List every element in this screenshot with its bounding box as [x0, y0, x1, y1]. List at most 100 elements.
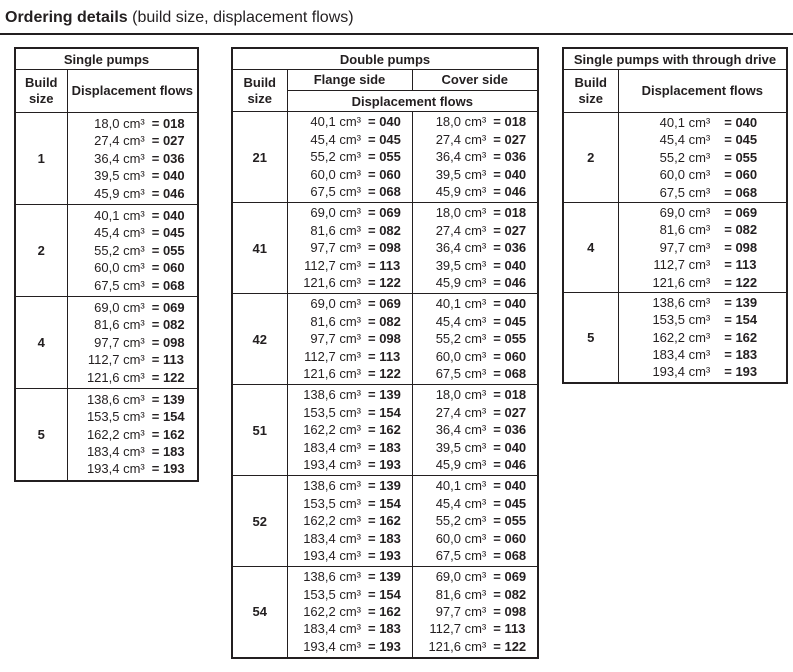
displacement-value: 162,2 cm³	[86, 426, 145, 442]
flow-line: 39,5 cm³ = 040	[412, 257, 537, 274]
order-code: = 018	[493, 114, 527, 130]
table-row: 2 40,1 cm³ = 040 45,4 cm³ = 045 55,2 cm³ = 055…	[14, 204, 199, 297]
build-size-cell: 51	[231, 384, 288, 476]
displacement-value: 69,0 cm³	[94, 299, 145, 315]
displacement-value: 18,0 cm³	[435, 205, 487, 221]
col-header-displacement-flows: Displacement flows	[66, 69, 199, 113]
flow-list: 138,6 cm³ = 139 153,5 cm³ = 154 162,2 cm³ = 1…	[68, 391, 198, 478]
order-code: = 036	[493, 422, 527, 438]
flow-line: 112,7 cm³ = 113	[412, 620, 537, 637]
displacement-value: 45,4 cm³	[435, 495, 487, 511]
order-code: = 045	[151, 225, 185, 241]
displacement-value: 60,0 cm³	[659, 167, 711, 183]
flows-flows-cell: 138,6 cm³ = 139 153,5 cm³ = 154 162,2 cm³ = 1…	[66, 388, 199, 481]
order-code: = 082	[151, 317, 185, 333]
displacement-value: 193,4 cm³	[303, 638, 361, 654]
order-code: = 055	[368, 149, 401, 165]
flange-flows-cell: 138,6 cm³ = 139 153,5 cm³ = 154 162,2 cm³ = 1…	[286, 566, 413, 658]
displacement-value: 97,7 cm³	[94, 334, 145, 350]
order-code: = 098	[151, 334, 185, 350]
flow-line: 18,0 cm³ = 018	[412, 204, 537, 221]
displacement-value: 45,9 cm³	[435, 275, 487, 291]
displacement-value: 40,1 cm³	[435, 296, 487, 312]
flow-line: 183,4 cm³ = 183	[69, 443, 196, 460]
order-code: = 060	[493, 348, 527, 364]
flow-line: 60,0 cm³ = 060	[636, 166, 768, 183]
order-code: = 154	[368, 495, 401, 511]
col-header-build-size: Build size	[231, 69, 288, 112]
flow-list: 69,0 cm³ = 069 81,6 cm³ = 082 97,7 cm³ = 098 1…	[288, 295, 412, 382]
order-code: = 060	[493, 530, 527, 546]
flow-line: 121,6 cm³ = 122	[69, 369, 196, 386]
build-size-cell: 54	[231, 566, 288, 658]
order-code: = 046	[493, 184, 527, 200]
order-code: = 139	[724, 294, 758, 310]
col-header-build-size: Build size	[562, 69, 619, 113]
flow-line: 60,0 cm³ = 060	[287, 166, 412, 183]
table-row: 51 138,6 cm³ = 139 153,5 cm³ = 154 162,2 cm³ =…	[231, 384, 539, 476]
single-pumps-title-row: Single pumps	[14, 47, 199, 70]
flows-flows-cell: 69,0 cm³ = 069 81,6 cm³ = 082 97,7 cm³ = 098 1…	[66, 296, 199, 389]
displacement-value: 18,0 cm³	[435, 387, 487, 403]
order-code: = 018	[151, 115, 185, 131]
flow-line: 55,2 cm³ = 055	[287, 148, 412, 165]
order-code: = 162	[368, 513, 401, 529]
displacement-value: 121,6 cm³	[303, 275, 361, 291]
order-code: = 069	[493, 569, 527, 585]
displacement-value: 55,2 cm³	[94, 242, 145, 258]
order-code: = 040	[493, 296, 527, 312]
cover-flows-cell: 40,1 cm³ = 040 45,4 cm³ = 045 55,2 cm³ = 055 6…	[411, 475, 539, 567]
order-code: = 193	[151, 461, 185, 477]
order-code: = 060	[368, 166, 401, 182]
table-row: 4 69,0 cm³ = 069 81,6 cm³ = 082 97,7 cm³ = 098…	[14, 296, 199, 389]
flow-line: 39,5 cm³ = 040	[69, 167, 196, 184]
order-code: = 040	[368, 114, 401, 130]
flow-list: 138,6 cm³ = 139 153,5 cm³ = 154 162,2 cm³ = 1…	[619, 294, 787, 381]
order-code: = 139	[368, 387, 401, 403]
flow-line: 112,7 cm³ = 113	[69, 351, 196, 368]
order-code: = 183	[368, 439, 401, 455]
single-pumps-table: Single pumps Build size Displacement flo…	[14, 47, 200, 482]
single-pumps-header-row: Build size Displacement flows	[14, 69, 199, 113]
order-code: = 193	[368, 548, 401, 564]
order-code: = 027	[493, 404, 527, 420]
flow-line: 18,0 cm³ = 018	[412, 386, 537, 403]
displacement-value: 81,6 cm³	[310, 222, 361, 238]
cover-flows-cell: 40,1 cm³ = 040 45,4 cm³ = 045 55,2 cm³ = 055 6…	[411, 293, 539, 385]
flow-line: 193,4 cm³ = 193	[69, 460, 196, 477]
displacement-value: 45,4 cm³	[659, 132, 711, 148]
order-code: = 055	[493, 331, 527, 347]
displacement-value: 138,6 cm³	[652, 294, 711, 310]
order-code: = 040	[493, 257, 527, 273]
order-code: = 154	[368, 586, 401, 602]
flow-line: 138,6 cm³ = 139	[287, 386, 412, 403]
displacement-value: 60,0 cm³	[435, 348, 487, 364]
build-size-cell: 4	[14, 296, 68, 389]
build-size-cell: 21	[231, 111, 288, 203]
flow-line: 193,4 cm³ = 193	[636, 363, 768, 380]
flow-list: 40,1 cm³ = 040 45,4 cm³ = 045 55,2 cm³ = 055 6…	[619, 114, 787, 201]
build-size-cell: 1	[14, 112, 68, 205]
flow-line: 69,0 cm³ = 069	[287, 204, 412, 221]
order-code: = 055	[493, 513, 527, 529]
flows-flows-cell: 40,1 cm³ = 040 45,4 cm³ = 045 55,2 cm³ = 055 6…	[617, 112, 788, 203]
flange-flows-cell: 138,6 cm³ = 139 153,5 cm³ = 154 162,2 cm³ = 1…	[286, 475, 413, 567]
order-code: = 098	[493, 604, 527, 620]
table-row: 41 69,0 cm³ = 069 81,6 cm³ = 082 97,7 cm³ = 09…	[231, 202, 539, 294]
order-code: = 122	[368, 366, 401, 382]
order-code: = 183	[368, 621, 401, 637]
flow-list: 138,6 cm³ = 139 153,5 cm³ = 154 162,2 cm³ = 1…	[288, 568, 412, 655]
build-size-cell: 41	[231, 202, 288, 294]
flow-line: 60,0 cm³ = 060	[412, 530, 537, 547]
flow-line: 67,5 cm³ = 068	[412, 365, 537, 382]
flow-list: 40,1 cm³ = 040 45,4 cm³ = 045 55,2 cm³ = 055 6…	[68, 207, 198, 294]
order-code: = 036	[493, 149, 527, 165]
displacement-value: 36,4 cm³	[435, 240, 487, 256]
displacement-value: 69,0 cm³	[310, 205, 361, 221]
flow-list: 40,1 cm³ = 040 45,4 cm³ = 045 55,2 cm³ = 055 6…	[413, 477, 538, 564]
flow-line: 97,7 cm³ = 098	[287, 330, 412, 347]
order-code: = 122	[151, 369, 185, 385]
double-pumps-table-title: Double pumps	[231, 47, 539, 70]
order-code: = 055	[151, 242, 185, 258]
